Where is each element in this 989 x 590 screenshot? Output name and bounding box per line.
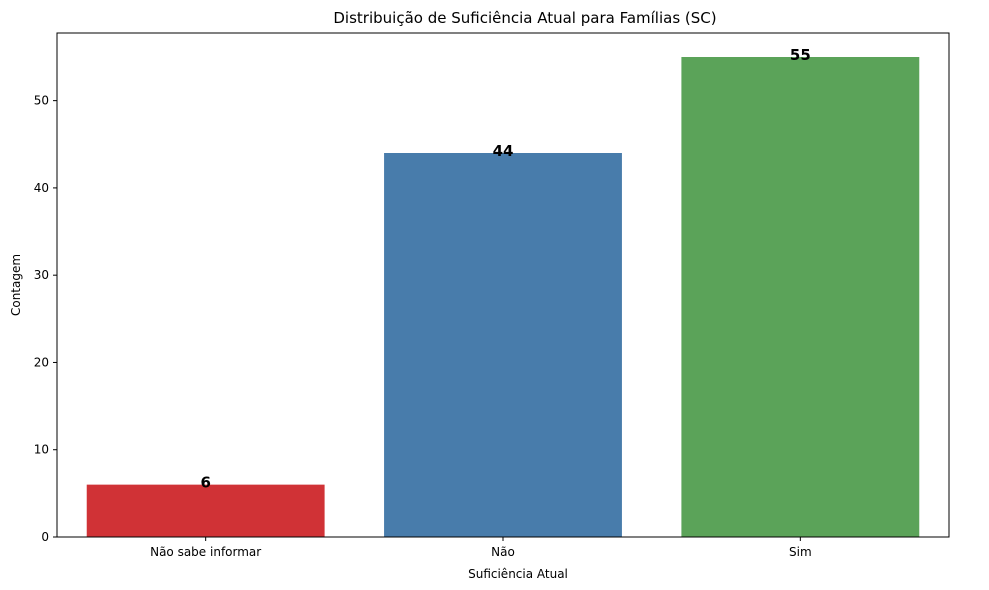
x-tick-label-1: Não — [491, 545, 515, 559]
data-labels-layer: 6 44 55 — [200, 46, 810, 492]
plot-frame — [56, 32, 950, 538]
bars-layer — [86, 57, 920, 537]
x-axis-label: Suficiência Atual — [468, 567, 568, 581]
data-label-2: 55 — [790, 46, 811, 64]
y-tick-label-2: 20 — [34, 355, 49, 369]
chart-title: Distribuição de Suficiência Atual para F… — [333, 9, 716, 27]
y-tick-label-0: 0 — [41, 530, 49, 544]
bar-0 — [86, 484, 325, 537]
data-label-0: 6 — [200, 474, 210, 492]
y-tick-label-3: 30 — [34, 268, 49, 282]
y-tick-label-1: 10 — [34, 443, 49, 457]
bar-2 — [681, 57, 920, 537]
x-tick-label-0: Não sabe informar — [150, 545, 261, 559]
x-ticks-layer: Não sabe informar Não Sim — [150, 537, 812, 559]
y-ticks-layer: 0 10 20 30 40 50 — [34, 94, 57, 544]
y-tick-label-4: 40 — [34, 181, 49, 195]
x-tick-label-2: Sim — [789, 545, 812, 559]
bar-1 — [384, 153, 622, 537]
y-axis-label: Contagem — [9, 254, 23, 316]
data-label-1: 44 — [493, 142, 514, 160]
y-tick-label-5: 50 — [34, 94, 49, 108]
